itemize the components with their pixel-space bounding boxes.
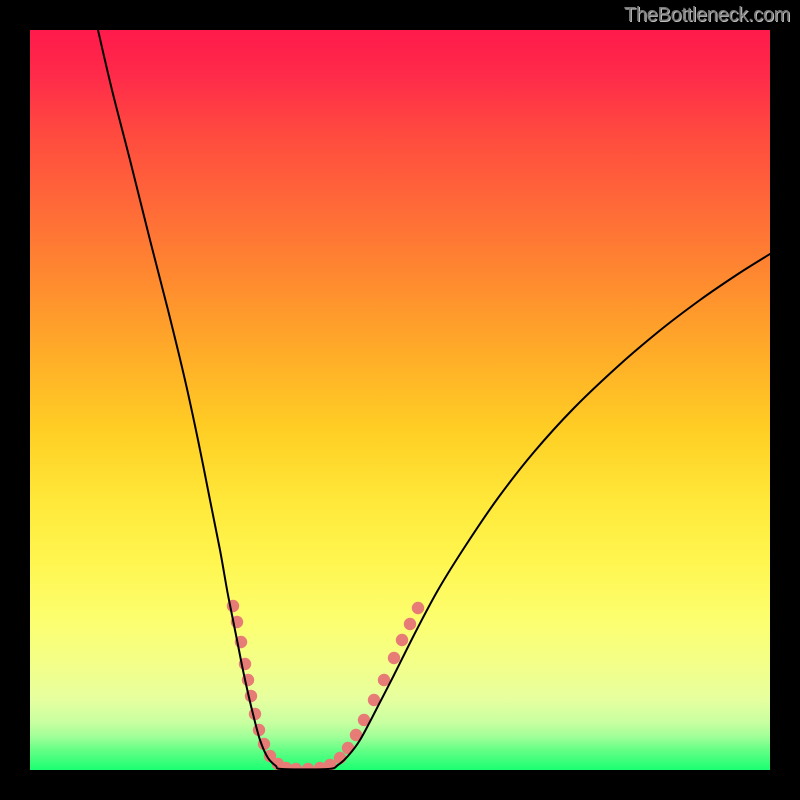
marker-group <box>227 600 424 770</box>
marker-point <box>396 634 408 646</box>
marker-point <box>412 602 424 614</box>
plot-area <box>30 30 770 770</box>
marker-point <box>388 652 400 664</box>
v-curve <box>98 30 770 769</box>
watermark-text: TheBottleneck.com <box>624 4 790 27</box>
curve-layer <box>30 30 770 770</box>
marker-point <box>404 618 416 630</box>
